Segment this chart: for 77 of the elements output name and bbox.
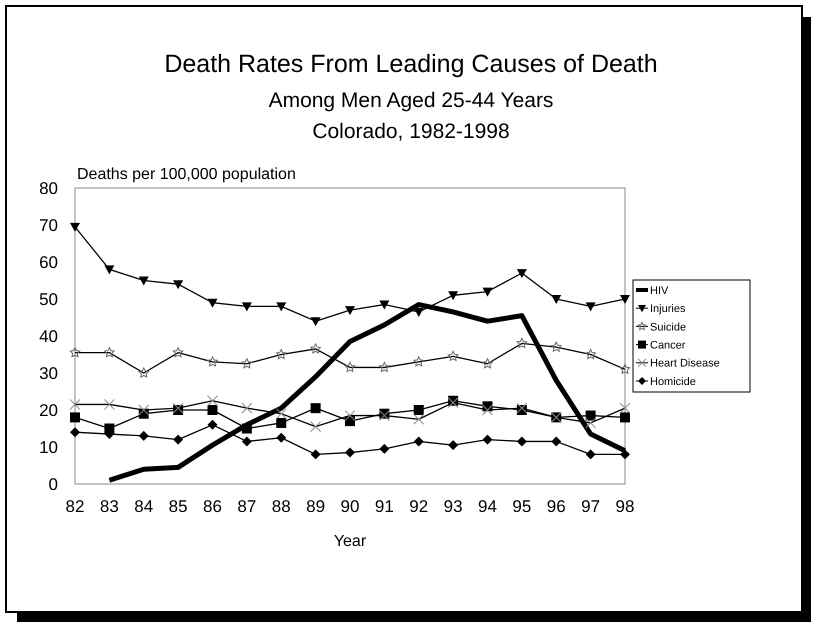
point xyxy=(310,317,321,326)
point xyxy=(482,288,492,297)
point xyxy=(173,280,184,290)
y-tick-label: 20 xyxy=(39,400,58,420)
point xyxy=(173,434,184,445)
point xyxy=(620,412,630,422)
point xyxy=(138,276,149,286)
x-tick-label: 97 xyxy=(581,497,600,516)
point xyxy=(104,265,114,274)
x-tick-label: 82 xyxy=(66,497,84,516)
x-tick-label: 94 xyxy=(478,497,497,516)
point xyxy=(70,427,80,438)
point xyxy=(551,436,562,446)
y-tick-label: 50 xyxy=(39,290,58,309)
point xyxy=(345,448,355,458)
point xyxy=(345,306,355,316)
point xyxy=(586,302,596,312)
point xyxy=(586,410,596,421)
point xyxy=(414,308,424,317)
point xyxy=(208,405,218,415)
x-tick-label: 85 xyxy=(168,497,188,516)
y-tick-label: 30 xyxy=(39,364,58,383)
point xyxy=(242,302,252,312)
legend-label: Injuries xyxy=(650,303,686,316)
legend-label: HIV xyxy=(650,284,669,297)
y-tick-label: 80 xyxy=(39,178,58,198)
x-axis-title: Year xyxy=(334,533,367,550)
point xyxy=(276,432,286,443)
x-tick-label: 89 xyxy=(306,497,326,516)
point xyxy=(586,449,596,460)
x-tick-label: 95 xyxy=(512,497,532,516)
point xyxy=(414,405,424,415)
point xyxy=(70,412,80,422)
y-tick-label: 40 xyxy=(39,326,58,346)
x-tick-label: 87 xyxy=(237,497,256,516)
x-tick-label: 88 xyxy=(272,497,291,516)
point xyxy=(379,300,390,310)
y-tick-label: 10 xyxy=(39,438,58,457)
point xyxy=(620,449,630,460)
x-tick-label: 84 xyxy=(134,497,154,516)
point xyxy=(276,418,286,428)
point xyxy=(208,298,218,308)
legend-label: Heart Disease xyxy=(650,358,720,370)
y-tick-label: 60 xyxy=(39,252,58,272)
x-tick-label: 92 xyxy=(409,497,428,516)
point xyxy=(620,295,630,304)
y-tick-label: 70 xyxy=(39,216,58,235)
point xyxy=(379,444,390,454)
point xyxy=(70,222,80,232)
point xyxy=(414,436,424,446)
x-tick-label: 96 xyxy=(546,497,566,516)
legend-label: Cancer xyxy=(650,339,686,352)
point xyxy=(516,269,527,278)
y-axis-title: Deaths per 100,000 population xyxy=(77,166,296,183)
x-tick-label: 83 xyxy=(100,497,119,516)
chart-subtitle: Among Men Aged 25-44 Years Colorado, 1982-1998 xyxy=(268,89,554,143)
point xyxy=(551,295,562,304)
point xyxy=(138,430,149,441)
legend-label: Suicide xyxy=(650,321,686,334)
point xyxy=(482,434,492,445)
point xyxy=(242,436,252,446)
x-tick-label: 90 xyxy=(340,497,360,516)
x-tick-label: 91 xyxy=(374,497,394,516)
chart-title: Death Rates From Leading Causes of Death xyxy=(164,50,658,78)
legend-label: Homicide xyxy=(650,376,696,388)
point xyxy=(448,291,458,300)
point xyxy=(276,302,286,312)
x-tick-label: 98 xyxy=(616,497,634,516)
y-tick-label: 0 xyxy=(48,474,58,494)
point xyxy=(516,436,527,446)
point xyxy=(310,449,321,460)
x-tick-label: 93 xyxy=(444,497,463,516)
point xyxy=(448,440,458,450)
point xyxy=(242,424,252,434)
point xyxy=(310,403,321,414)
x-tick-label: 86 xyxy=(203,497,222,516)
point xyxy=(208,420,218,430)
